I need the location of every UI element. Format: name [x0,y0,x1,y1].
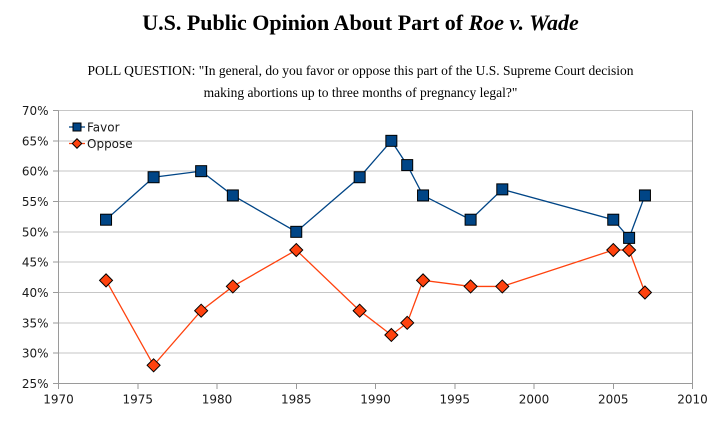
y-tick-label: 25% [22,377,49,391]
x-tick-label: 1995 [439,393,470,407]
oppose-point [463,279,478,294]
x-tick-label: 1980 [202,393,233,407]
legend-item-oppose: Oppose [69,137,133,151]
x-tick-label: 1985 [281,393,312,407]
oppose-point [193,303,209,318]
oppose-point [495,279,510,294]
y-tick-label: 45% [22,256,49,270]
favor-point [607,213,620,226]
oppose-point [384,327,399,343]
favor-point [464,213,477,226]
y-tick-label: 35% [22,316,49,330]
x-tick-label: 2010 [677,393,708,407]
chart-title: U.S. Public Opinion About Part of Roe v.… [0,10,721,36]
favor-point [290,225,303,238]
favor-point [496,183,509,196]
favor-point [353,171,366,184]
oppose-line [105,249,646,367]
favor-point [385,134,398,147]
x-tick-label: 1975 [122,393,153,407]
x-tick-label: 2005 [598,393,629,407]
favor-point [401,159,414,172]
x-axis-labels: 1970 1975 1980 1985 1990 1995 2000 2005 2010 [43,393,708,407]
x-tick-label: 1970 [43,393,74,407]
legend-favor-label: Favor [87,121,120,135]
favor-point [226,189,239,202]
oppose-point [98,273,114,288]
favor-point [147,171,160,184]
y-tick-label: 70% [22,104,49,118]
oppose-point [415,273,431,288]
y-tick-label: 55% [22,195,49,209]
gridlines [58,110,693,384]
oppose-point [399,315,415,331]
y-tick-label: 30% [22,347,49,361]
favor-point [623,231,636,244]
legend-oppose-marker [71,138,83,149]
x-tick-label: 2000 [519,393,550,407]
poll-question-line2: making abortions up to three months of p… [203,85,518,100]
y-tick-label: 65% [22,134,49,148]
oppose-point [621,242,637,258]
y-tick-label: 50% [22,225,49,239]
oppose-point [352,303,367,318]
series-favor [100,134,651,244]
favor-point [638,189,651,202]
favor-point [195,165,208,178]
data-series [98,134,653,373]
poll-question-line1: POLL QUESTION: "In general, do you favor… [87,63,634,78]
favor-point [100,213,113,226]
legend-oppose-label: Oppose [87,137,133,151]
poll-question: POLL QUESTION: "In general, do you favor… [0,60,721,104]
legend: Favor Oppose [69,121,133,151]
y-tick-label: 60% [22,165,49,179]
y-tick-label: 40% [22,286,49,300]
y-axis-labels: 25% 30% 35% 40% 45% 50% 55% 60% 65% 70% [22,104,49,391]
oppose-point [606,242,621,258]
chart-title-italic: Roe v. Wade [468,10,579,35]
series-oppose [98,242,653,373]
oppose-point [289,242,304,258]
oppose-point [225,279,241,294]
favor-point [417,189,430,202]
favor-line [105,139,646,240]
axes [53,110,693,389]
oppose-point [146,358,161,373]
x-tick-label: 1990 [360,393,391,407]
legend-item-favor: Favor [69,121,120,135]
legend-favor-marker [72,122,82,132]
chart-title-text: U.S. Public Opinion About Part of [142,10,469,35]
oppose-point [637,285,653,300]
